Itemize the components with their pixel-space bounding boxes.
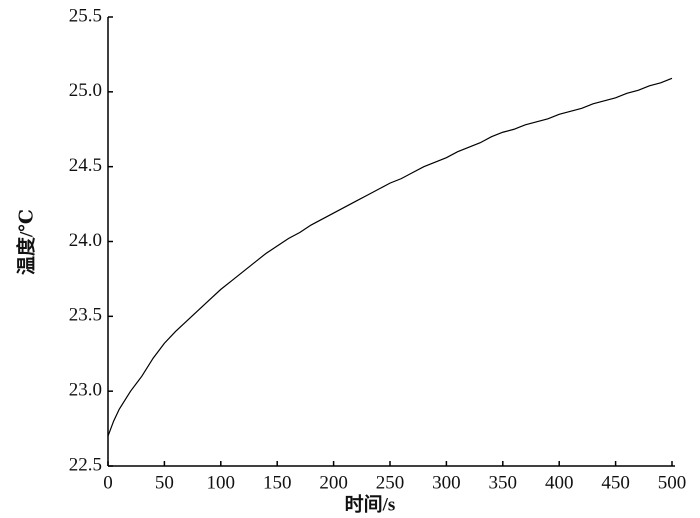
y-tick-label: 25.0 <box>69 80 102 101</box>
y-tick-label: 24.5 <box>69 155 102 176</box>
y-tick-label: 23.5 <box>69 305 102 326</box>
x-tick-label: 100 <box>207 472 236 493</box>
x-tick-label: 50 <box>155 472 174 493</box>
x-tick-label: 200 <box>319 472 348 493</box>
x-tick-label: 450 <box>601 472 630 493</box>
x-tick-label: 300 <box>432 472 461 493</box>
x-tick-label: 500 <box>658 472 687 493</box>
y-tick-label: 23.0 <box>69 380 102 401</box>
y-axis-label: 温度/℃ <box>14 209 37 275</box>
x-tick-label: 150 <box>263 472 292 493</box>
x-tick-label: 0 <box>103 472 113 493</box>
x-tick-label: 350 <box>489 472 518 493</box>
x-tick-label: 250 <box>376 472 405 493</box>
x-tick-label: 400 <box>545 472 574 493</box>
data-line <box>107 77 673 437</box>
y-tick-label: 24.0 <box>69 230 102 251</box>
x-axis-label: 时间/s <box>345 493 396 515</box>
y-tick-label: 25.5 <box>69 5 102 26</box>
y-tick-label: 22.5 <box>69 454 102 475</box>
